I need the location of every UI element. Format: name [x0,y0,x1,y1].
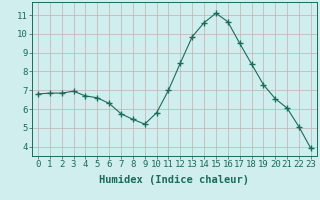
X-axis label: Humidex (Indice chaleur): Humidex (Indice chaleur) [100,175,249,185]
